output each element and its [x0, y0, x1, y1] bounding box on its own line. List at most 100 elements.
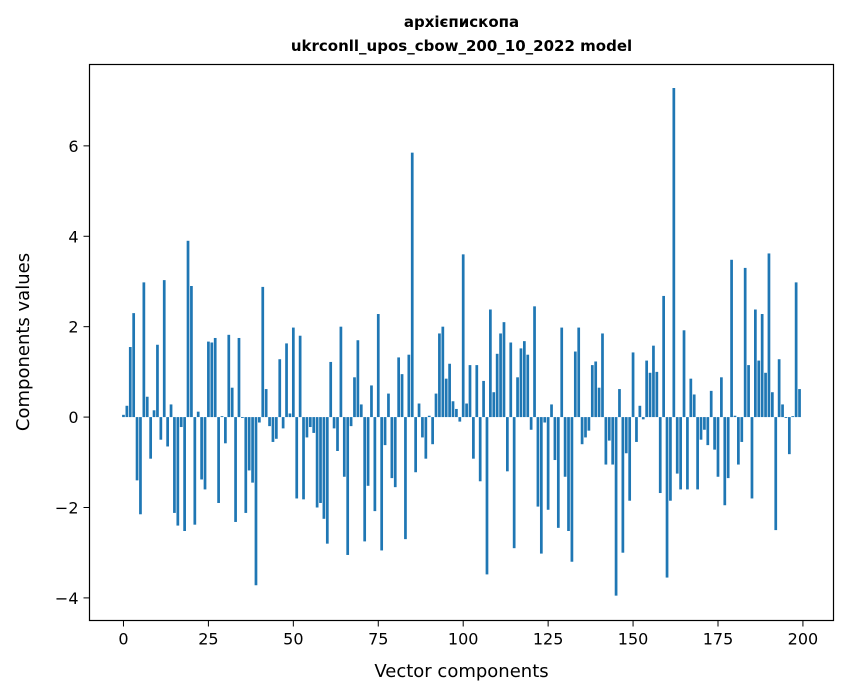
- y-tick-label: −4: [55, 589, 79, 608]
- bar: [726, 417, 730, 479]
- bar: [213, 337, 217, 418]
- bar: [743, 267, 747, 418]
- bar: [302, 417, 305, 500]
- bar: [363, 417, 367, 542]
- bar: [193, 417, 197, 525]
- bar: [791, 416, 795, 418]
- bar: [156, 344, 159, 418]
- bar: [312, 417, 316, 433]
- bar: [781, 404, 784, 418]
- bar: [703, 417, 706, 430]
- bar: [169, 404, 173, 418]
- bar: [451, 401, 455, 418]
- bar: [325, 417, 329, 544]
- bar: [465, 403, 468, 418]
- x-tick-label: 150: [618, 630, 649, 649]
- x-axis: 0 25 50 75 100 125 150 175 200: [118, 620, 819, 649]
- bar: [359, 404, 363, 418]
- bar: [777, 359, 781, 418]
- bar: [200, 417, 203, 480]
- bar: [210, 342, 214, 418]
- y-axis-label: Components values: [13, 253, 34, 431]
- bar: [421, 417, 424, 438]
- bar: [410, 152, 414, 418]
- bar: [125, 405, 129, 418]
- x-tick-label: 100: [448, 630, 479, 649]
- bar: [387, 393, 390, 418]
- bar: [346, 417, 350, 555]
- bar: [628, 417, 632, 501]
- bar: [230, 387, 234, 418]
- bar: [376, 314, 380, 418]
- bar: [757, 360, 761, 418]
- bar: [740, 417, 744, 442]
- bar: [162, 280, 166, 418]
- bar: [635, 417, 638, 442]
- bar: [393, 417, 397, 488]
- y-tick-label: −2: [55, 498, 79, 517]
- bar: [533, 306, 536, 418]
- bar: [288, 413, 292, 418]
- bar: [648, 372, 652, 418]
- bar: [295, 417, 299, 499]
- bar: [400, 374, 404, 418]
- bar: [370, 385, 373, 418]
- bar: [604, 417, 608, 465]
- bar: [665, 417, 669, 578]
- y-tick-label: 0: [68, 408, 78, 427]
- bar: [472, 417, 475, 459]
- bar: [706, 417, 710, 446]
- bar: [730, 259, 733, 418]
- x-tick-label: 75: [368, 630, 388, 649]
- bar: [689, 378, 693, 418]
- bar: [614, 417, 618, 596]
- bar: [699, 417, 703, 440]
- bar: [655, 371, 659, 418]
- chart-title-line-2: ukrconll_upos_cbow_200_10_2022 model: [291, 37, 632, 55]
- bar: [475, 365, 479, 418]
- bar: [380, 417, 384, 551]
- bar: [264, 389, 268, 418]
- bar: [458, 417, 462, 422]
- bar: [305, 417, 309, 438]
- bar: [536, 417, 540, 507]
- bar: [638, 405, 642, 418]
- bar: [190, 286, 193, 418]
- bar: [132, 313, 136, 418]
- bar: [281, 417, 285, 429]
- bar: [315, 417, 319, 508]
- bar: [414, 417, 417, 473]
- bar: [234, 417, 237, 522]
- x-axis-label: Vector components: [374, 661, 548, 682]
- bar: [179, 417, 183, 428]
- bar: [512, 417, 516, 549]
- bar: [196, 411, 200, 418]
- bar: [342, 417, 346, 477]
- bar: [798, 389, 801, 418]
- bar: [662, 295, 665, 418]
- bar: [444, 378, 448, 418]
- bar: [767, 253, 771, 418]
- bar: [529, 417, 533, 430]
- bar: [186, 240, 190, 418]
- plot-frame: [88, 63, 835, 622]
- bar: [492, 392, 496, 418]
- bar: [560, 327, 564, 418]
- bar: [339, 326, 343, 418]
- bar: [145, 396, 149, 418]
- bar: [417, 403, 421, 418]
- x-tick-label: 200: [788, 630, 819, 649]
- bar: [594, 361, 598, 418]
- bar: [247, 417, 251, 471]
- bar: [764, 372, 767, 418]
- bar: [747, 365, 750, 418]
- bar: [539, 417, 543, 554]
- bar: [254, 417, 258, 586]
- bar: [274, 417, 278, 439]
- plot-area: [89, 64, 834, 621]
- bar: [550, 404, 553, 418]
- bar: [261, 286, 265, 418]
- bar: [407, 354, 411, 418]
- x-tick-label: 175: [703, 630, 734, 649]
